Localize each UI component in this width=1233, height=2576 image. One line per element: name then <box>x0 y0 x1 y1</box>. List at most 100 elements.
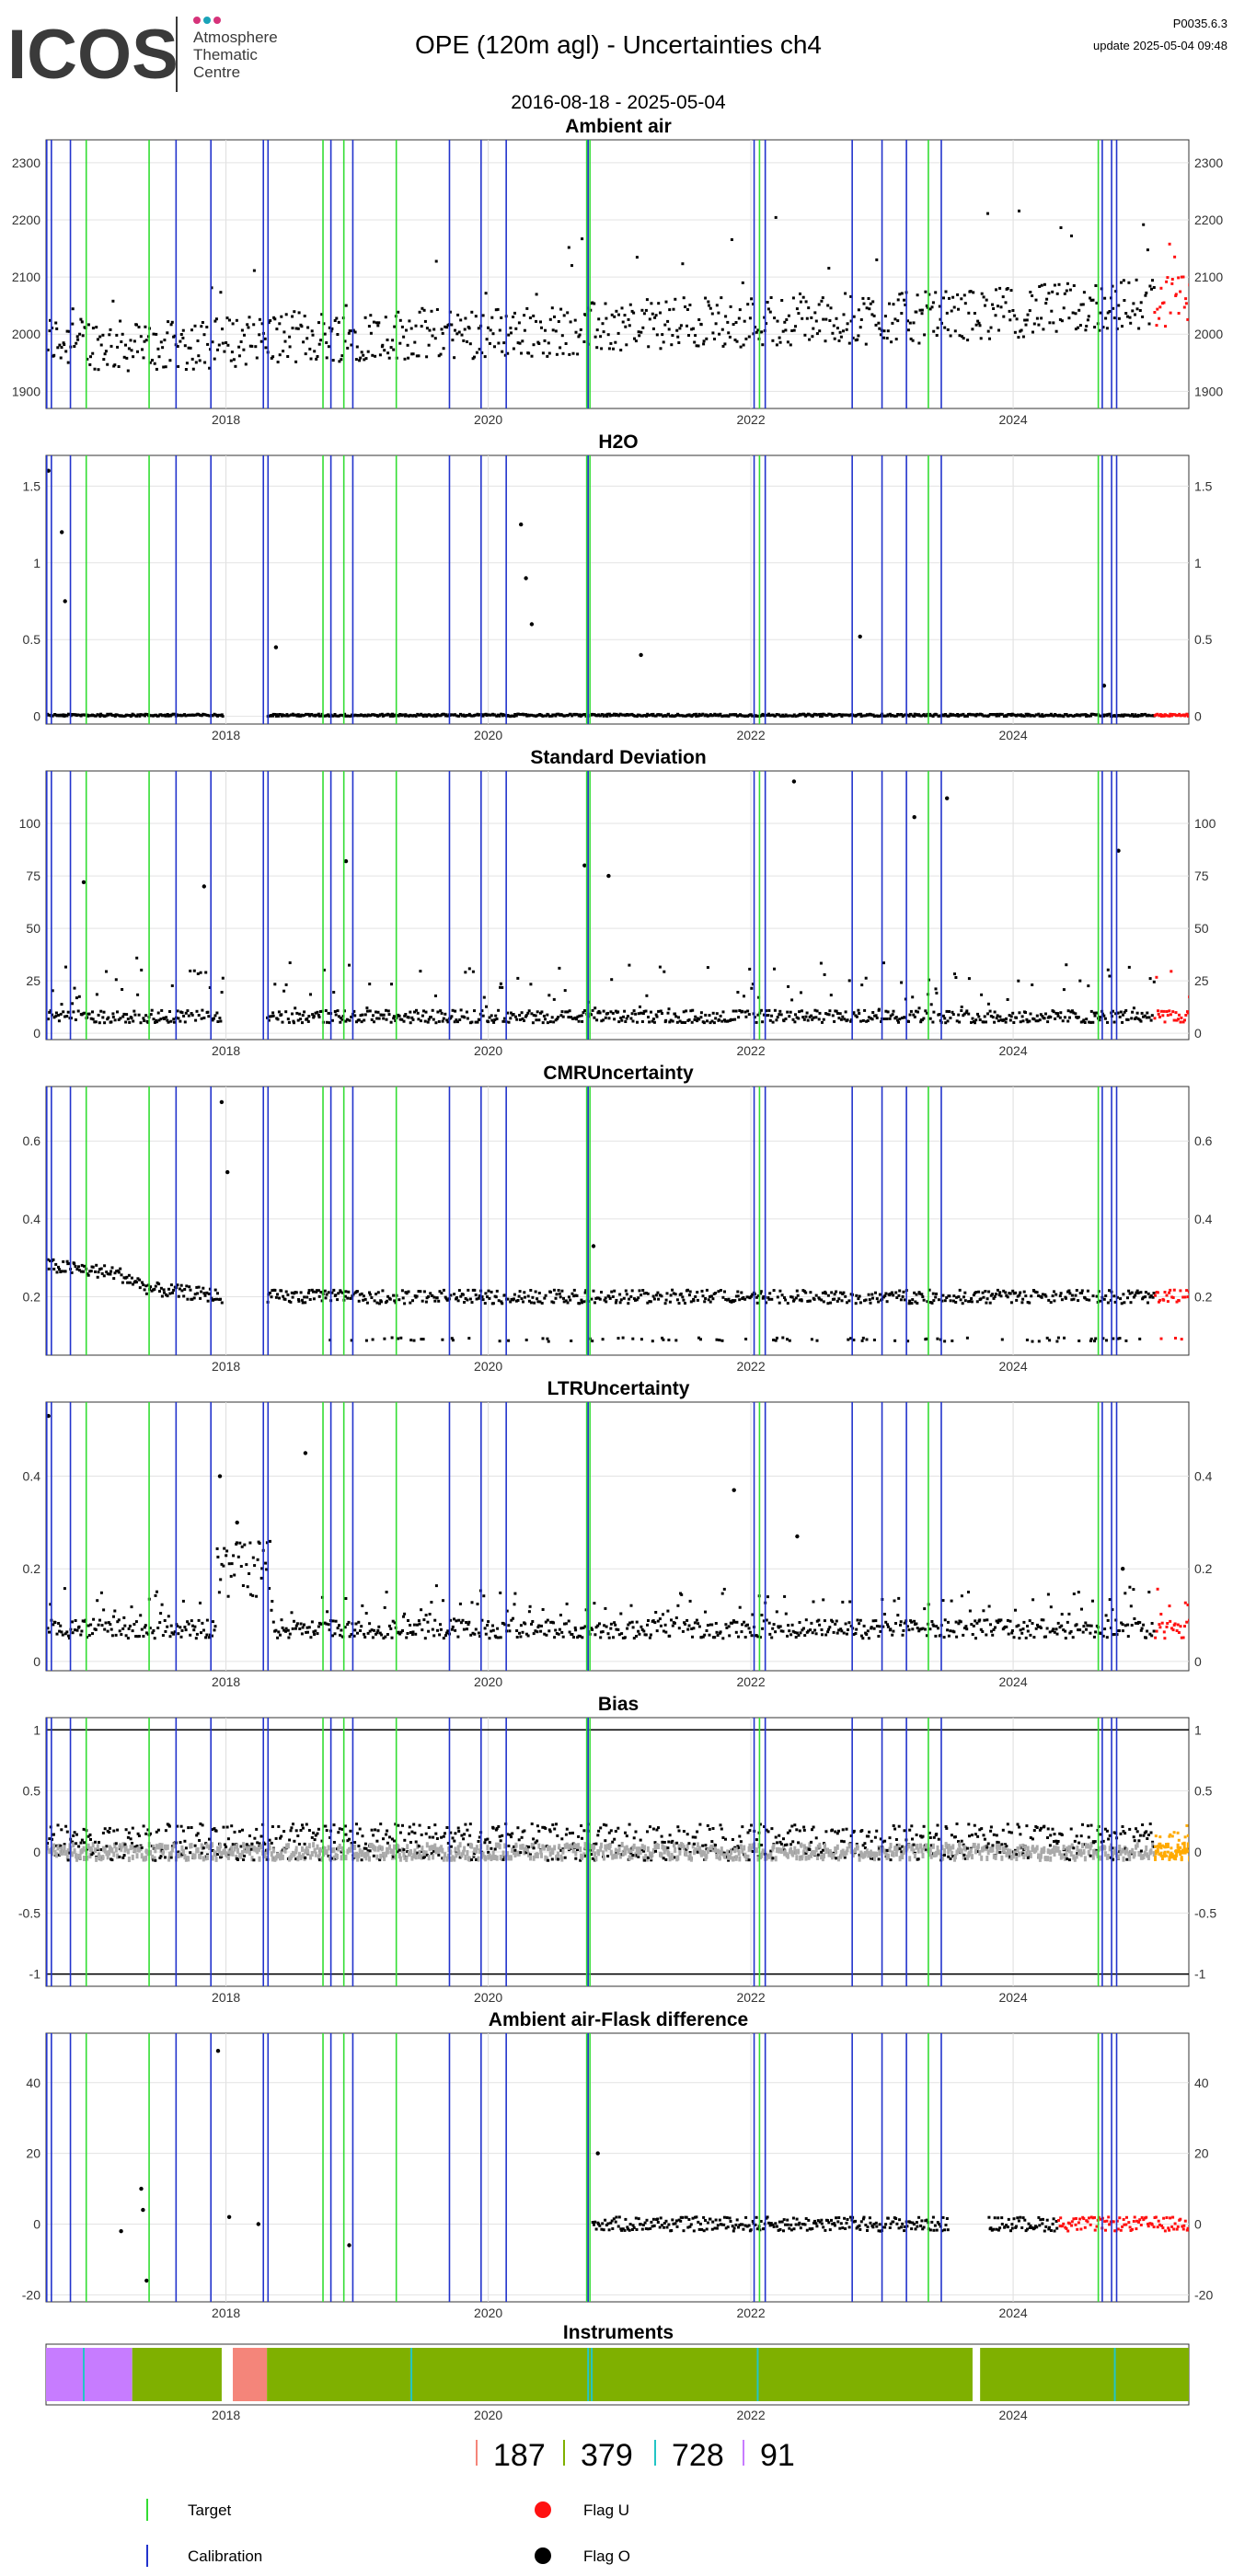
data-point <box>64 350 68 353</box>
data-point <box>1092 1635 1096 1639</box>
data-point <box>404 713 408 717</box>
data-point <box>723 1290 726 1294</box>
data-point <box>444 1012 447 1016</box>
data-point <box>55 1271 59 1274</box>
data-point <box>658 965 662 969</box>
y-tick-label: -0.5 <box>18 1905 40 1920</box>
data-point <box>615 712 618 716</box>
data-point <box>935 1625 939 1628</box>
data-point <box>819 961 823 965</box>
data-point <box>990 1629 993 1633</box>
data-point <box>140 1846 144 1849</box>
data-point <box>1101 1337 1105 1340</box>
data-point <box>652 1297 656 1301</box>
data-point <box>103 352 107 356</box>
data-point <box>970 1020 973 1024</box>
data-point <box>1008 318 1012 322</box>
data-point <box>317 712 320 716</box>
data-point <box>838 1012 842 1016</box>
data-point <box>582 340 586 343</box>
data-point <box>722 1587 726 1591</box>
data-point <box>1026 1625 1029 1627</box>
data-point-notable <box>303 1451 308 1455</box>
data-point <box>480 1009 484 1013</box>
data-point <box>561 351 565 355</box>
data-point <box>1134 1294 1137 1297</box>
data-point <box>985 1618 989 1622</box>
data-point <box>109 1272 112 1276</box>
data-point <box>595 328 599 332</box>
data-point <box>54 1015 58 1018</box>
data-point <box>485 338 489 341</box>
data-point <box>196 339 200 342</box>
data-point <box>437 714 441 718</box>
data-point <box>985 298 988 302</box>
data-point <box>709 1294 713 1298</box>
data-point <box>339 1633 342 1637</box>
data-point <box>613 1621 616 1625</box>
data-point <box>549 1620 553 1624</box>
data-point <box>62 713 65 717</box>
data-point <box>126 1018 130 1021</box>
data-point <box>1174 293 1178 296</box>
data-point <box>640 1338 643 1341</box>
data-point <box>634 339 638 343</box>
data-point <box>1013 330 1017 334</box>
data-point <box>201 1621 204 1625</box>
data-point <box>139 713 143 717</box>
data-point-secondary <box>193 1853 197 1859</box>
data-point <box>742 343 745 347</box>
data-point <box>1052 1627 1055 1631</box>
data-point <box>835 327 839 330</box>
data-point <box>1010 1631 1014 1635</box>
data-point <box>900 1017 904 1019</box>
data-point <box>111 1016 115 1018</box>
data-point <box>363 358 366 362</box>
data-point <box>317 1294 321 1298</box>
panel-title: LTRUncertainty <box>547 1378 690 1399</box>
data-point <box>364 357 368 361</box>
data-point <box>370 1628 374 1632</box>
data-point <box>284 313 288 316</box>
data-point <box>645 715 649 718</box>
data-point <box>1054 713 1057 717</box>
y-tick-label-right: 1900 <box>1194 384 1223 398</box>
data-point <box>369 331 373 335</box>
data-point <box>1063 292 1066 295</box>
data-point <box>317 1016 321 1018</box>
data-point <box>430 309 433 313</box>
data-point <box>1037 712 1041 716</box>
data-point <box>121 1627 125 1630</box>
data-point <box>274 1628 278 1632</box>
data-point <box>398 1298 401 1302</box>
data-point <box>1094 1630 1098 1634</box>
data-point <box>618 1293 622 1296</box>
data-point <box>101 333 105 337</box>
data-point <box>49 1603 52 1606</box>
data-point <box>432 1295 436 1299</box>
data-point <box>127 1627 131 1630</box>
data-point <box>947 1620 950 1624</box>
data-point <box>826 1630 830 1634</box>
data-point <box>820 715 824 719</box>
data-point <box>938 305 941 308</box>
data-point <box>62 341 65 345</box>
data-point <box>809 1628 812 1632</box>
data-point-secondary <box>131 1854 134 1860</box>
data-point <box>1127 281 1131 284</box>
data-point <box>846 322 849 326</box>
data-point <box>103 1627 107 1631</box>
data-point <box>422 1009 425 1013</box>
data-point <box>1157 1012 1160 1016</box>
data-point <box>862 714 866 718</box>
data-point <box>319 1291 323 1294</box>
data-point <box>156 1590 158 1593</box>
data-point <box>871 1011 875 1014</box>
data-point <box>867 1637 870 1640</box>
data-point <box>936 326 939 329</box>
data-point <box>494 1014 498 1018</box>
data-point <box>213 1628 216 1632</box>
data-point <box>771 1020 775 1024</box>
data-point <box>205 714 209 717</box>
data-point <box>733 1299 737 1303</box>
